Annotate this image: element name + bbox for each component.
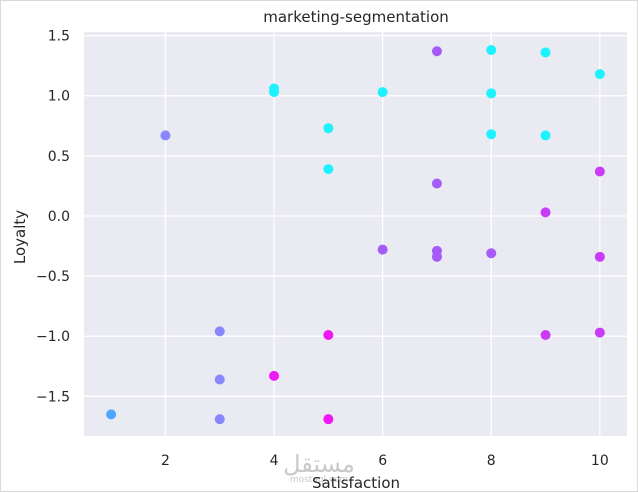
x-tick-label: 6 <box>378 453 387 469</box>
x-tick-label: 4 <box>270 453 279 469</box>
data-point <box>214 326 225 337</box>
data-point <box>594 251 605 262</box>
y-tick-label: 0.0 <box>48 209 70 225</box>
y-axis-title: Loyalty <box>11 210 29 264</box>
data-point <box>486 129 497 140</box>
data-point <box>540 130 551 141</box>
data-point <box>377 87 388 98</box>
data-point <box>486 88 497 99</box>
x-tick-label: 8 <box>487 453 496 469</box>
data-point <box>323 330 334 340</box>
y-tick-label: 0.5 <box>48 149 70 165</box>
watermark-logo-text: مستقل <box>283 450 355 478</box>
data-point <box>594 69 605 80</box>
data-point <box>323 414 334 425</box>
data-point <box>269 87 280 98</box>
y-tick-label: 1.5 <box>48 29 70 45</box>
grid-lines <box>84 32 627 436</box>
chart-title: marketing-segmentation <box>263 8 449 26</box>
y-tick-label: −0.5 <box>36 269 70 285</box>
data-point <box>323 123 334 134</box>
y-tick-label: −1.5 <box>36 389 70 405</box>
x-tick-label: 10 <box>591 453 609 469</box>
data-point <box>486 45 497 56</box>
y-tick-labels: 1.5 1.0 0.5 0.0 −0.5 −1.0 −1.5 <box>36 29 70 406</box>
data-point <box>431 178 442 189</box>
data-point <box>214 414 225 425</box>
data-point <box>431 46 442 57</box>
x-axis-title: Satisfaction <box>312 474 400 492</box>
data-point <box>540 47 551 58</box>
data-point <box>431 251 442 262</box>
data-point <box>323 164 334 175</box>
data-point <box>594 166 605 177</box>
data-point <box>540 330 551 340</box>
data-point <box>214 374 225 385</box>
watermark-subtext: mostaql.com <box>290 475 348 485</box>
plot-area <box>84 32 627 436</box>
y-tick-label: 1.0 <box>48 89 70 105</box>
x-tick-label: 2 <box>161 453 170 469</box>
data-point <box>377 244 388 255</box>
data-points <box>106 45 605 425</box>
data-point <box>540 207 551 218</box>
data-point <box>106 409 117 420</box>
x-tick-labels: 2 4 6 8 10 <box>161 453 609 469</box>
data-point <box>594 327 605 338</box>
data-point <box>160 130 171 141</box>
y-tick-label: −1.0 <box>36 329 70 345</box>
data-point <box>269 370 280 381</box>
data-point <box>486 248 497 259</box>
